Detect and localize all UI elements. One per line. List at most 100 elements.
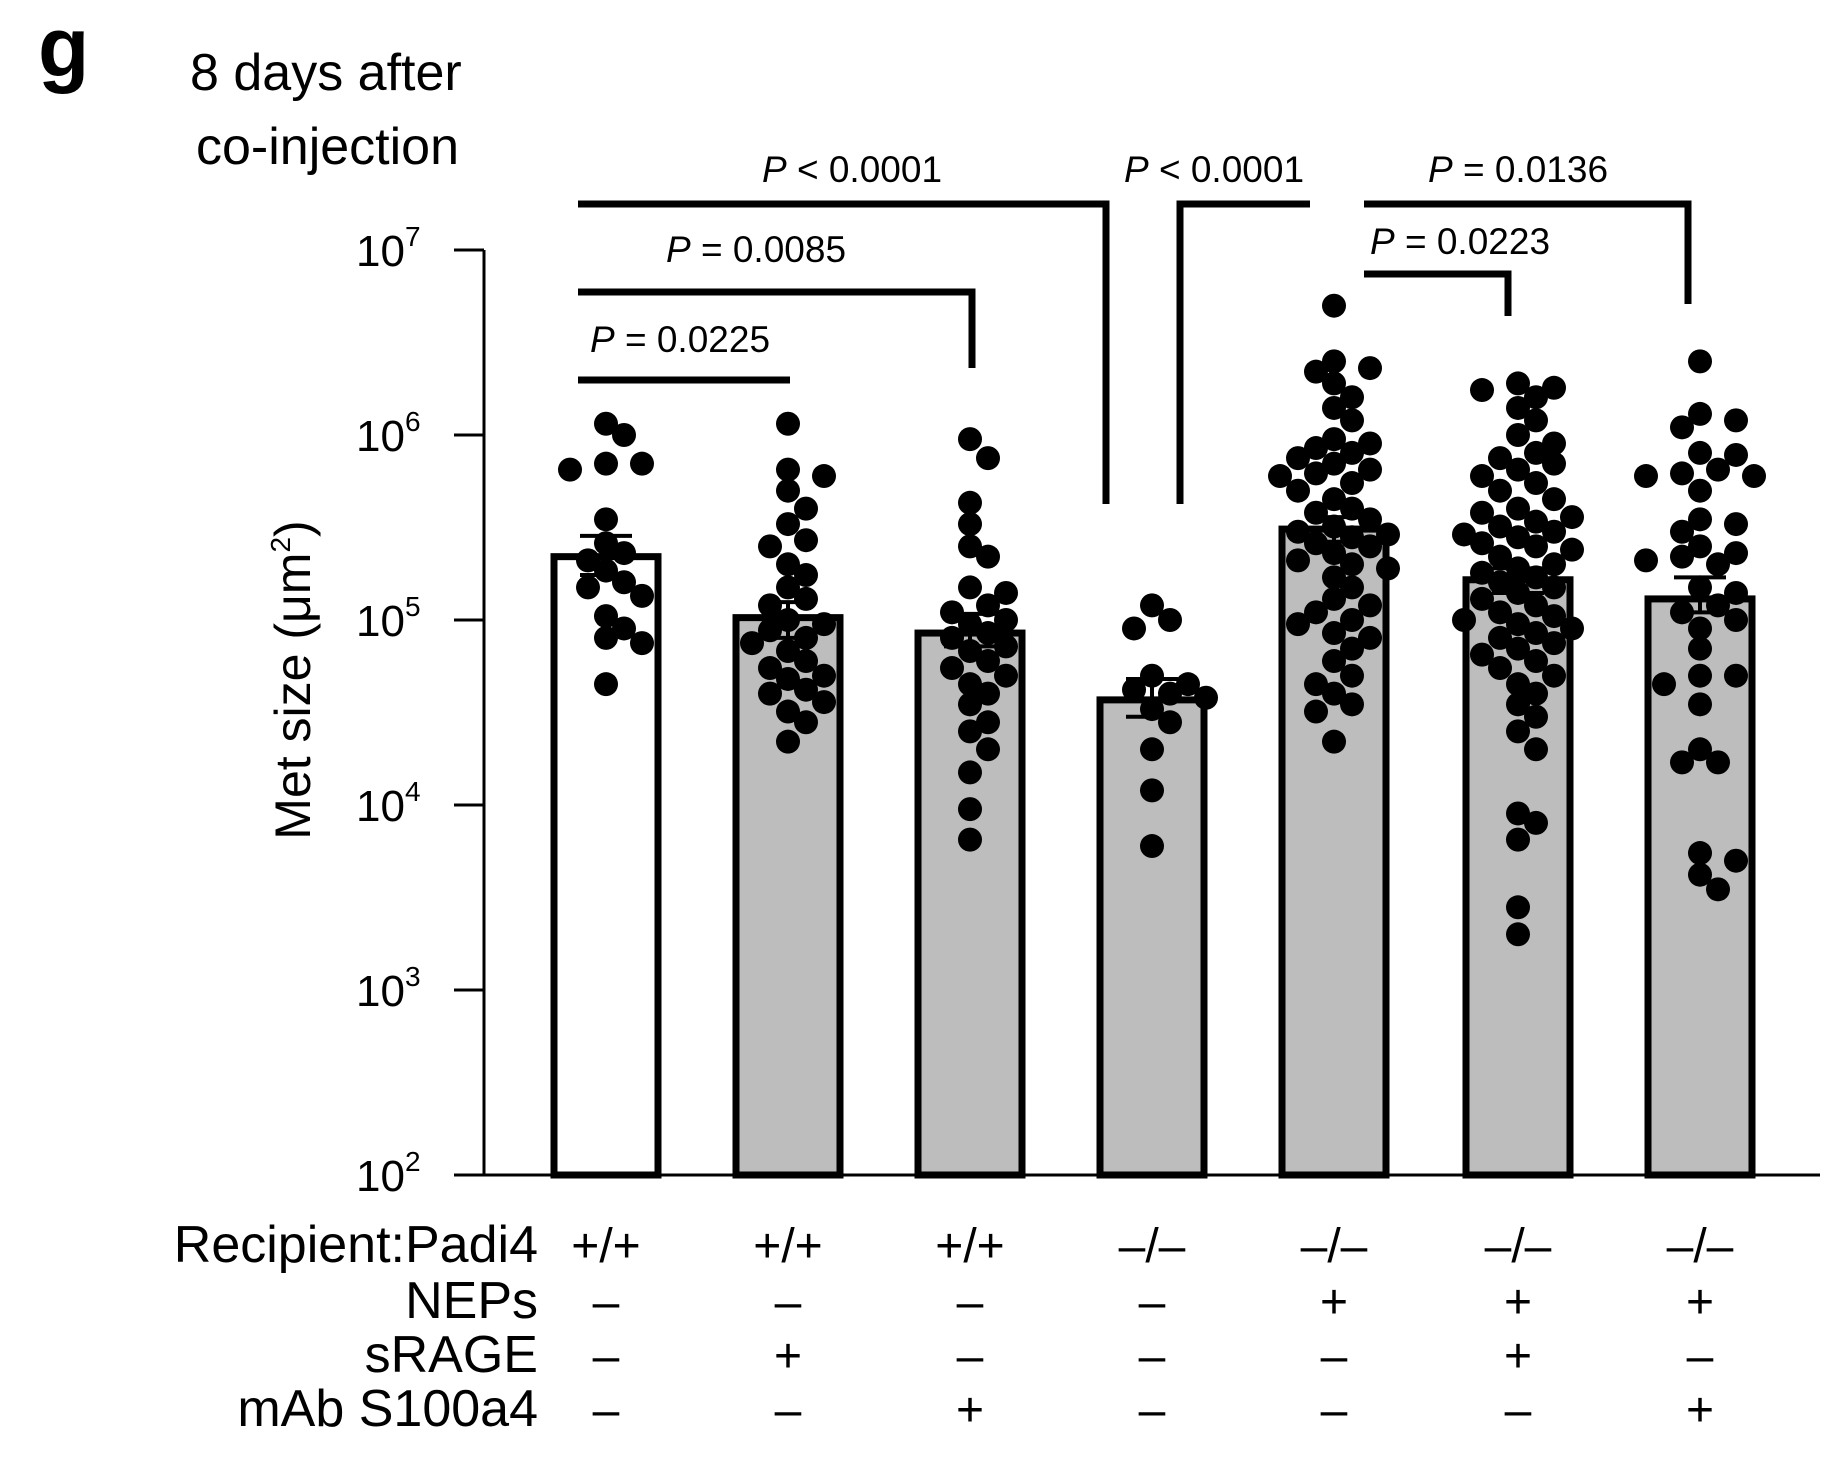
condition-cell: +/+ xyxy=(753,1220,822,1273)
y-tick-label: 104 xyxy=(356,776,421,831)
data-point xyxy=(1670,519,1694,544)
data-point xyxy=(1688,636,1712,661)
data-point xyxy=(1706,552,1730,577)
data-point xyxy=(1304,699,1328,724)
data-point xyxy=(958,575,982,600)
data-point xyxy=(1506,692,1530,717)
data-point xyxy=(1358,507,1382,532)
data-point xyxy=(1506,457,1530,482)
data-point xyxy=(1322,487,1346,512)
data-point xyxy=(1470,378,1494,403)
data-point xyxy=(1340,663,1364,688)
data-point xyxy=(1506,719,1530,744)
data-point xyxy=(1488,625,1512,650)
data-point xyxy=(1670,544,1694,569)
data-point xyxy=(776,457,800,482)
data-point xyxy=(1506,371,1530,396)
data-point xyxy=(994,663,1018,688)
data-point xyxy=(1542,375,1566,400)
data-point xyxy=(1376,522,1400,547)
data-point xyxy=(1194,685,1218,710)
bar xyxy=(1096,696,1208,1179)
data-point xyxy=(1358,593,1382,618)
p-value-label: P = 0.0085 xyxy=(666,229,846,270)
data-point xyxy=(1358,625,1382,650)
data-point xyxy=(1524,621,1548,646)
y-tick-label: 102 xyxy=(356,1146,421,1201)
y-tick-label: 107 xyxy=(356,221,421,276)
data-point xyxy=(1488,446,1512,471)
data-point xyxy=(812,690,836,715)
condition-cell: – xyxy=(593,1276,620,1329)
data-point xyxy=(594,507,618,532)
condition-cell: –/– xyxy=(1119,1220,1186,1273)
data-point xyxy=(1524,509,1548,534)
data-point xyxy=(1322,565,1346,590)
data-point xyxy=(1488,600,1512,625)
data-point xyxy=(1176,672,1200,697)
data-point xyxy=(1488,514,1512,539)
data-point xyxy=(1524,593,1548,618)
data-point xyxy=(1140,778,1164,803)
condition-cell: + xyxy=(774,1330,802,1383)
data-point xyxy=(1506,395,1530,420)
data-point xyxy=(1470,586,1494,611)
data-point xyxy=(1286,519,1310,544)
data-point xyxy=(1340,575,1364,600)
condition-cell: – xyxy=(593,1384,620,1437)
data-point xyxy=(1724,512,1748,537)
condition-cell: + xyxy=(956,1384,984,1437)
data-point xyxy=(1560,616,1584,641)
data-point xyxy=(1304,672,1328,697)
chart-title-line-1: 8 days after xyxy=(190,44,462,102)
data-point xyxy=(594,411,618,436)
data-point xyxy=(758,534,782,559)
data-point xyxy=(612,616,636,641)
data-point xyxy=(1724,663,1748,688)
data-point xyxy=(1286,548,1310,573)
data-point xyxy=(630,451,654,476)
data-point xyxy=(958,672,982,697)
condition-cell: – xyxy=(1321,1330,1348,1383)
data-point xyxy=(1452,522,1476,547)
data-point xyxy=(794,586,818,611)
data-point xyxy=(1724,408,1748,433)
data-point xyxy=(1524,440,1548,465)
data-point xyxy=(1322,349,1346,374)
data-point xyxy=(776,638,800,663)
data-point xyxy=(1340,385,1364,410)
data-point xyxy=(1670,461,1694,486)
data-point xyxy=(1452,608,1476,632)
data-point xyxy=(976,710,1000,735)
data-point xyxy=(1488,478,1512,503)
data-point xyxy=(1340,440,1364,465)
data-point xyxy=(1524,649,1548,674)
data-point xyxy=(594,604,618,629)
data-point xyxy=(594,625,618,650)
data-point xyxy=(1524,534,1548,559)
data-point xyxy=(758,656,782,681)
condition-cell: –/– xyxy=(1301,1220,1368,1273)
data-point xyxy=(1542,663,1566,688)
data-point xyxy=(958,534,982,559)
data-point xyxy=(1688,478,1712,503)
bracket-line xyxy=(578,200,1110,504)
data-point xyxy=(1688,616,1712,641)
data-point xyxy=(994,634,1018,659)
data-point xyxy=(958,827,982,852)
data-point xyxy=(1358,457,1382,482)
data-point xyxy=(1634,464,1658,489)
data-point xyxy=(594,672,618,697)
data-point xyxy=(958,692,982,717)
data-point xyxy=(1506,801,1530,826)
data-point xyxy=(994,608,1018,632)
data-point xyxy=(1340,636,1364,661)
data-point xyxy=(794,677,818,702)
data-point xyxy=(1470,500,1494,525)
data-point xyxy=(1358,534,1382,559)
data-point xyxy=(1322,395,1346,420)
data-point xyxy=(1122,677,1146,702)
condition-cell: – xyxy=(1139,1384,1166,1437)
condition-cell: + xyxy=(1320,1276,1348,1329)
data-point xyxy=(1688,534,1712,559)
